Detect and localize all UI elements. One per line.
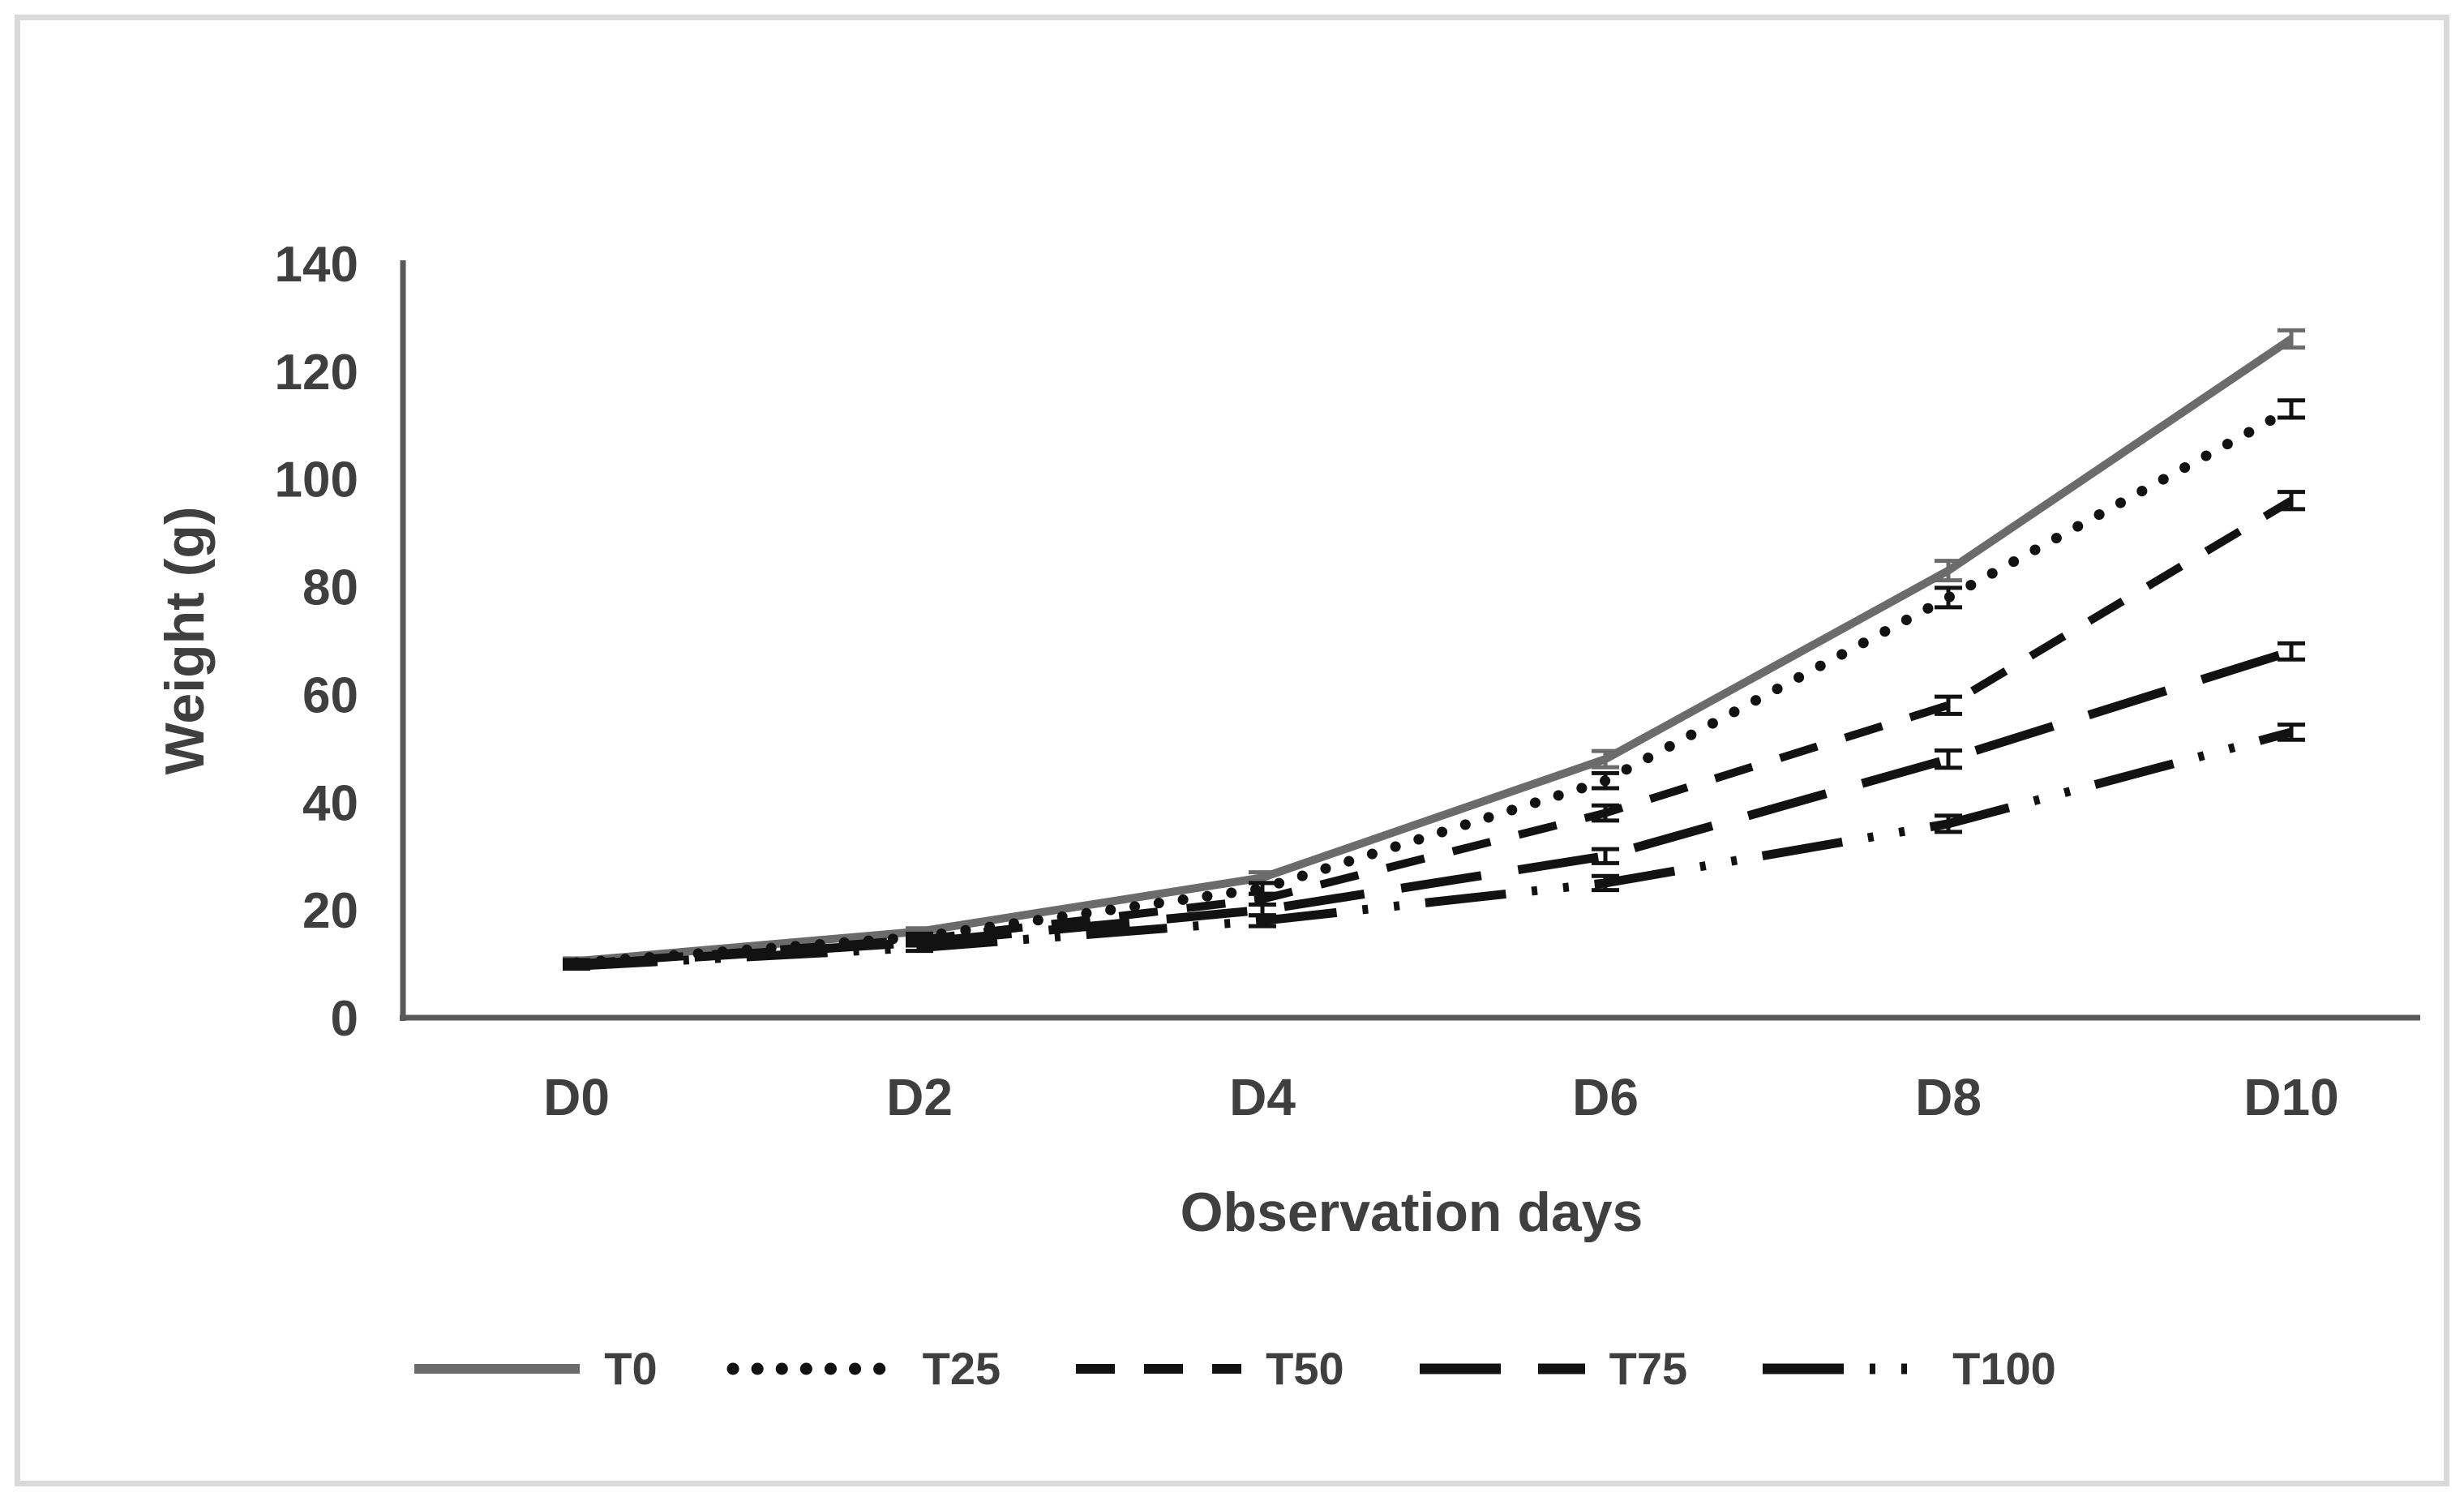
legend-label-T100: T100 <box>1952 1343 2056 1394</box>
error-bar-T100-D0 <box>563 961 590 971</box>
legend-line-sample-T0 <box>414 1363 581 1374</box>
legend-label-T0: T0 <box>604 1343 658 1394</box>
error-bar-T50-D10 <box>2278 490 2305 512</box>
legend-line-sample-T75 <box>1419 1363 1585 1374</box>
x-tick-label-D8: D8 <box>1915 1068 1982 1126</box>
y-tick-label-60: 60 <box>302 667 358 723</box>
error-bar-T75-D8 <box>1935 748 1962 770</box>
legend-line-sample-T100 <box>1763 1363 1929 1374</box>
error-bar-T0-D10 <box>2278 328 2305 350</box>
error-bar-T25-D8 <box>1935 585 1962 610</box>
legend-line-sample-T25 <box>726 1362 905 1374</box>
error-bar-T0-D6 <box>1592 748 1619 770</box>
y-axis-title: Weight (g) <box>154 506 216 775</box>
x-tick-label-D2: D2 <box>886 1068 953 1126</box>
legend-item-T75: T75 <box>1413 1342 1688 1395</box>
x-tick-label-D10: D10 <box>2243 1068 2338 1126</box>
y-tick-label-40: 40 <box>302 775 358 831</box>
legend-item-T0: T0 <box>408 1342 658 1395</box>
error-bar-T75-D10 <box>2278 641 2305 662</box>
error-bar-T100-D2 <box>906 942 933 954</box>
y-tick-label-0: 0 <box>331 991 358 1047</box>
error-bar-T25-D6 <box>1592 770 1619 791</box>
legend-label-T50: T50 <box>1266 1343 1344 1394</box>
legend: T0 T25 T50 T75 T100 <box>0 1342 2464 1395</box>
y-tick-label-80: 80 <box>302 560 358 616</box>
x-axis-title: Observation days <box>1180 1182 1643 1243</box>
legend-label-T75: T75 <box>1609 1343 1688 1394</box>
series-line-T0 <box>576 335 2294 966</box>
series-line-T75 <box>576 647 2293 970</box>
legend-item-T100: T100 <box>1756 1342 2056 1395</box>
y-tick-label-140: 140 <box>275 237 358 293</box>
y-tick-label-120: 120 <box>275 345 358 401</box>
error-bar-T100-D8 <box>1935 813 1962 834</box>
x-tick-label-D0: D0 <box>543 1068 610 1126</box>
x-tick-label-D6: D6 <box>1572 1068 1639 1126</box>
error-bar-T50-D6 <box>1592 803 1619 823</box>
error-bar-T50-D8 <box>1935 694 1962 716</box>
error-bar-T100-D6 <box>1592 873 1619 893</box>
y-tick-label-20: 20 <box>302 883 358 939</box>
error-bar-T75-D6 <box>1592 847 1619 865</box>
legend-item-T50: T50 <box>1069 1342 1344 1395</box>
y-tick-label-100: 100 <box>275 452 358 508</box>
legend-line-sample-T50 <box>1076 1363 1242 1374</box>
error-bar-T100-D4 <box>1249 913 1276 928</box>
x-tick-label-D4: D4 <box>1229 1068 1296 1126</box>
error-bar-T0-D8 <box>1935 559 1962 583</box>
error-bar-T25-D10 <box>2278 398 2305 420</box>
series-T75 <box>563 641 2305 970</box>
legend-label-T25: T25 <box>922 1343 1001 1394</box>
series-T100 <box>563 723 2305 971</box>
error-bar-T100-D10 <box>2278 723 2305 742</box>
series-line-T100 <box>576 727 2293 971</box>
legend-item-T25: T25 <box>726 1342 1001 1395</box>
